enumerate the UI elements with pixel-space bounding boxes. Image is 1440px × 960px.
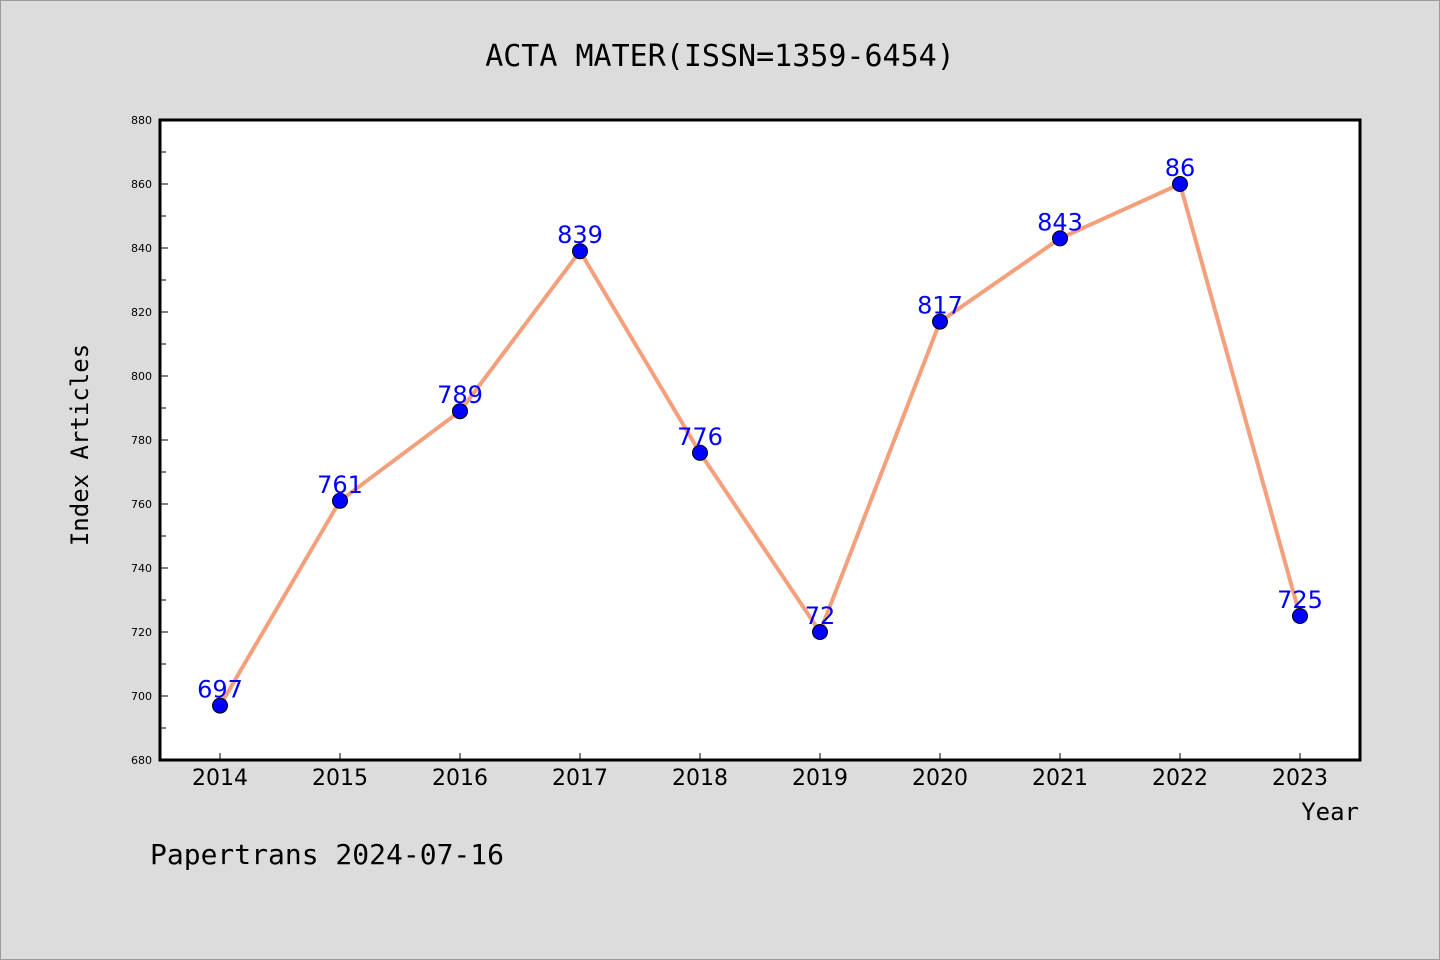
data-label: 72 [805, 602, 836, 630]
data-point [932, 313, 948, 330]
data-label: 817 [917, 292, 963, 320]
y-axis-title: Index Articles [66, 344, 94, 546]
data-point [692, 444, 708, 461]
x-tick-label: 2021 [1032, 766, 1088, 791]
y-tick-label: 740 [131, 562, 152, 575]
x-tick-label: 2017 [552, 766, 608, 791]
x-tick-label: 2015 [312, 766, 368, 791]
data-labels: 697 761 789 839 776 72 817 843 86 725 [197, 154, 1323, 704]
data-label: 776 [677, 423, 723, 451]
data-point [572, 243, 588, 260]
data-point [452, 403, 468, 420]
data-point [812, 624, 828, 640]
y-tick-label: 760 [131, 498, 152, 511]
data-points [212, 176, 1308, 714]
watermark-text: Papertrans 2024-07-16 [150, 838, 504, 871]
x-tick-label: 2018 [672, 766, 728, 791]
data-label: 843 [1037, 208, 1083, 236]
y-tick-label: 720 [131, 626, 152, 639]
x-tick-label: 2014 [192, 766, 248, 791]
y-tick-label: 780 [131, 434, 152, 447]
data-point [1052, 230, 1068, 247]
data-point [1292, 608, 1308, 624]
data-label: 725 [1277, 586, 1323, 614]
data-label: 761 [317, 471, 363, 499]
x-tick-label: 2019 [792, 766, 848, 791]
x-tick-label: 2022 [1152, 766, 1208, 791]
data-label: 697 [197, 676, 243, 704]
x-tick-label: 2020 [912, 766, 968, 791]
x-axis: 2014 2015 2016 2017 2018 2019 2020 2021 2022 2023 [192, 753, 1328, 791]
data-label: 839 [557, 221, 603, 249]
x-axis-title: Year [1301, 798, 1359, 826]
data-label: 789 [437, 381, 483, 409]
data-point [212, 697, 228, 714]
y-tick-label: 820 [131, 306, 152, 319]
x-tick-label: 2023 [1272, 766, 1328, 791]
x-tick-label: 2016 [432, 766, 488, 791]
plot-border [158, 118, 1362, 762]
data-point [1172, 176, 1188, 192]
y-tick-label: 840 [131, 242, 152, 255]
data-point [332, 492, 348, 509]
series-line-group [218, 182, 1302, 708]
y-tick-label: 680 [131, 754, 152, 767]
series-line [218, 182, 1302, 708]
y-tick-label: 700 [131, 690, 152, 703]
chart-title: ACTA MATER(ISSN=1359-6454) [485, 39, 955, 74]
y-tick-label: 860 [131, 178, 152, 191]
data-label: 86 [1165, 154, 1196, 182]
y-tick-label: 880 [131, 114, 152, 127]
y-tick-label: 800 [131, 370, 152, 383]
plot-area [160, 120, 1360, 760]
